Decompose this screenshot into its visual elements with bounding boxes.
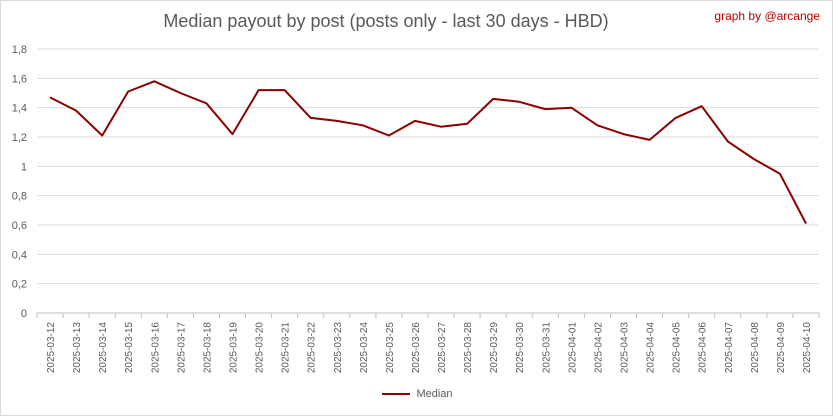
x-tick-label: 2025-03-14 (98, 322, 109, 374)
x-tick-label: 2025-04-03 (620, 322, 631, 374)
x-tick-label: 2025-03-29 (489, 322, 500, 374)
x-tick-label: 2025-04-10 (802, 322, 813, 374)
x-tick-label: 2025-03-27 (437, 322, 448, 374)
x-tick-label: 2025-03-22 (307, 322, 318, 374)
x-tick-label: 2025-03-26 (411, 322, 422, 374)
x-tick-label: 2025-03-23 (333, 322, 344, 374)
y-tick-label: 1,4 (12, 103, 27, 115)
x-tick-label: 2025-04-04 (646, 322, 657, 374)
axes (36, 312, 820, 318)
x-tick-label: 2025-03-16 (150, 322, 161, 374)
x-tick-label: 2025-04-02 (593, 322, 604, 374)
x-tick-label: 2025-04-01 (567, 322, 578, 374)
y-tick-label: 1,6 (12, 73, 27, 85)
y-tick-label: 0 (21, 308, 27, 320)
x-tick-label: 2025-03-19 (229, 322, 240, 374)
x-tick-label: 2025-03-15 (124, 322, 135, 374)
legend-label-median: Median (416, 388, 453, 400)
x-tick-labels: 2025-03-12 2025-03-13 2025-03-14 2025-03-15… (46, 322, 813, 374)
gridlines (37, 48, 819, 285)
x-tick-label: 2025-03-20 (255, 322, 266, 374)
x-tick-label: 2025-03-28 (463, 322, 474, 374)
series-line-median (49, 80, 807, 224)
x-tick-label: 2025-03-24 (359, 322, 370, 374)
x-tick-label: 2025-03-30 (515, 322, 526, 374)
y-tick-label: 0,2 (12, 279, 27, 291)
y-tick-label: 0,6 (12, 220, 27, 232)
x-tick-label: 2025-04-07 (724, 322, 735, 374)
chart-title: Median payout by post (posts only - last… (163, 11, 609, 31)
x-tick-label: 2025-03-12 (46, 322, 57, 374)
x-tick-label: 2025-04-08 (750, 322, 761, 374)
chart-credit: graph by @arcange (714, 9, 820, 23)
x-tick-label: 2025-03-17 (176, 322, 187, 374)
legend-swatch-median (382, 393, 411, 395)
y-tick-labels: 0 0,2 0,4 0,6 0,8 1 1,2 1,4 1,6 1,8 (12, 44, 27, 320)
y-tick-label: 1,2 (12, 132, 27, 144)
x-tick-label: 2025-03-13 (72, 322, 83, 374)
y-tick-label: 0,4 (12, 249, 27, 261)
x-tick-label: 2025-03-25 (385, 322, 396, 374)
series-lines (49, 80, 807, 224)
y-tick-label: 1,8 (12, 44, 27, 56)
x-tick-label: 2025-04-06 (698, 322, 709, 374)
y-tick-label: 1 (21, 161, 27, 173)
legend: Median (1, 388, 833, 400)
x-tick-label: 2025-03-18 (202, 322, 213, 374)
x-tick-label: 2025-03-31 (541, 322, 552, 374)
x-tick-label: 2025-04-05 (672, 322, 683, 374)
x-tick-label: 2025-04-09 (776, 322, 787, 374)
y-tick-label: 0,8 (12, 191, 27, 203)
x-tick-label: 2025-03-21 (281, 322, 292, 374)
